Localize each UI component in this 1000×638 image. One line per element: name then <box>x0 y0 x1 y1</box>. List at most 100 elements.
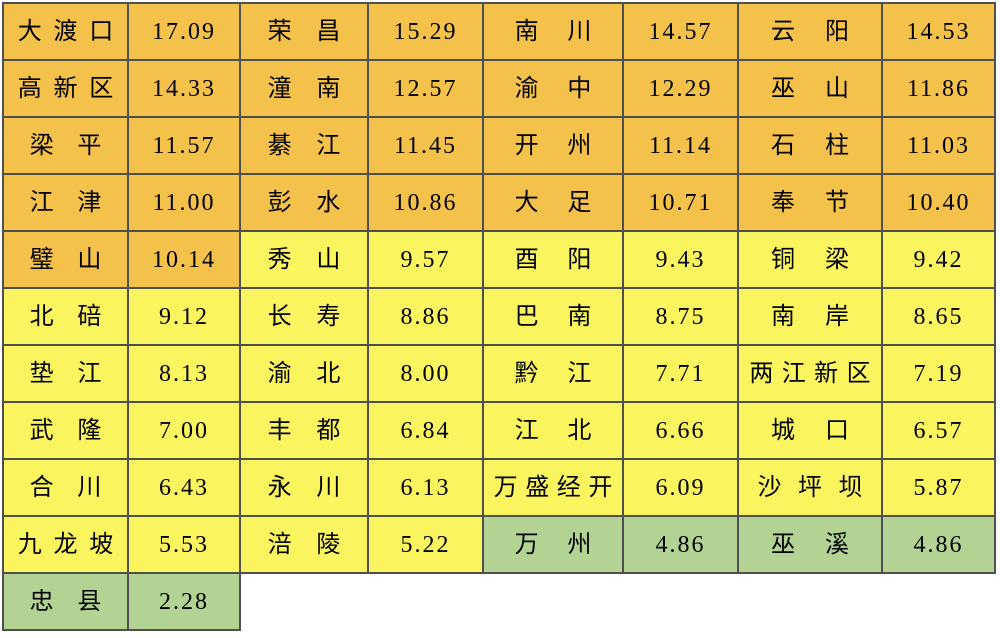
region-name-text: 江津 <box>29 189 102 216</box>
region-name-text: 万州 <box>514 531 592 558</box>
region-name-text: 大足 <box>514 189 592 216</box>
region-name-cell: 巫溪 <box>737 515 883 574</box>
region-name-cell: 秀山 <box>239 230 369 289</box>
table-row: 璧山 10.14 秀山 9.57 酉阳 9.43 铜梁 9.42 <box>2 230 996 289</box>
region-name-text: 璧山 <box>29 246 102 273</box>
region-name-text: 合川 <box>29 474 102 501</box>
region-name-cell: 荣昌 <box>239 2 369 61</box>
region-value-cell: 14.33 <box>127 59 241 118</box>
region-name-cell: 北碚 <box>2 287 129 346</box>
table-row: 梁平 11.57 綦江 11.45 开州 11.14 石柱 11.03 <box>2 116 996 175</box>
region-name-text: 沙坪坝 <box>757 474 863 501</box>
region-name-text: 江北 <box>514 417 592 444</box>
table-row: 高新区 14.33 潼南 12.57 渝中 12.29 巫山 11.86 <box>2 59 996 118</box>
region-name-cell: 南川 <box>482 2 624 61</box>
region-value-cell: 2.28 <box>127 572 241 631</box>
region-value-cell: 10.40 <box>881 173 996 232</box>
region-name-text: 两江新区 <box>749 360 871 387</box>
table-row: 垫江 8.13 渝北 8.00 黔江 7.71 两江新区 7.19 <box>2 344 996 403</box>
region-name-text: 梁平 <box>29 132 102 159</box>
region-name-cell: 黔江 <box>482 344 624 403</box>
region-name-text: 南川 <box>514 18 592 45</box>
region-value-cell: 9.57 <box>367 230 484 289</box>
region-value-cell: 4.86 <box>622 515 739 574</box>
region-value-cell: 10.86 <box>367 173 484 232</box>
region-name-cell: 渝中 <box>482 59 624 118</box>
region-value-cell: 9.12 <box>127 287 241 346</box>
region-name-cell: 璧山 <box>2 230 129 289</box>
region-value-cell: 11.57 <box>127 116 241 175</box>
region-name-text: 南岸 <box>771 303 849 330</box>
region-name-text: 长寿 <box>267 303 341 330</box>
table-row: 合川 6.43 永川 6.13 万盛经开 6.09 沙坪坝 5.87 <box>2 458 996 517</box>
region-name-text: 丰都 <box>267 417 341 444</box>
region-value-cell: 5.53 <box>127 515 241 574</box>
region-name-cell: 江北 <box>482 401 624 460</box>
region-value-cell: 10.14 <box>127 230 241 289</box>
region-name-cell: 万州 <box>482 515 624 574</box>
region-name-cell: 南岸 <box>737 287 883 346</box>
region-value-cell: 7.19 <box>881 344 996 403</box>
region-value-cell: 8.75 <box>622 287 739 346</box>
region-value-cell: 5.87 <box>881 458 996 517</box>
region-name-cell: 涪陵 <box>239 515 369 574</box>
region-value-cell: 6.66 <box>622 401 739 460</box>
region-name-text: 綦江 <box>267 132 341 159</box>
region-name-text: 忠县 <box>29 588 102 615</box>
region-name-text: 武隆 <box>29 417 102 444</box>
table-row: 九龙坡 5.53 涪陵 5.22 万州 4.86 巫溪 4.86 <box>2 515 996 574</box>
region-name-text: 大渡口 <box>17 18 114 45</box>
region-name-cell: 巫山 <box>737 59 883 118</box>
region-name-text: 云阳 <box>771 18 849 45</box>
region-name-cell: 两江新区 <box>737 344 883 403</box>
region-name-text: 开州 <box>514 132 592 159</box>
region-name-cell: 长寿 <box>239 287 369 346</box>
region-value-cell: 14.57 <box>622 2 739 61</box>
region-name-text: 垫江 <box>29 360 102 387</box>
region-value-cell: 6.43 <box>127 458 241 517</box>
region-value-cell: 11.45 <box>367 116 484 175</box>
region-value-cell: 12.57 <box>367 59 484 118</box>
region-name-cell: 潼南 <box>239 59 369 118</box>
region-name-cell: 忠县 <box>2 572 129 631</box>
region-name-text: 荣昌 <box>267 18 341 45</box>
region-name-cell: 綦江 <box>239 116 369 175</box>
region-name-text: 高新区 <box>17 75 114 102</box>
region-name-cell: 合川 <box>2 458 129 517</box>
region-value-cell: 17.09 <box>127 2 241 61</box>
region-name-cell: 永川 <box>239 458 369 517</box>
region-name-text: 涪陵 <box>267 531 341 558</box>
region-value-cell: 11.86 <box>881 59 996 118</box>
region-name-cell: 开州 <box>482 116 624 175</box>
region-name-text: 永川 <box>267 474 341 501</box>
table-row: 大渡口 17.09 荣昌 15.29 南川 14.57 云阳 14.53 <box>2 2 996 61</box>
region-name-cell: 石柱 <box>737 116 883 175</box>
region-name-cell: 垫江 <box>2 344 129 403</box>
table-row: 忠县 2.28 <box>2 572 995 631</box>
region-name-text: 万盛经开 <box>493 474 613 501</box>
region-value-cell: 11.03 <box>881 116 996 175</box>
region-value-cell: 14.53 <box>881 2 996 61</box>
region-name-text: 酉阳 <box>514 246 592 273</box>
region-name-text: 石柱 <box>771 132 849 159</box>
region-name-cell: 沙坪坝 <box>737 458 883 517</box>
region-value-cell: 11.00 <box>127 173 241 232</box>
table-row: 武隆 7.00 丰都 6.84 江北 6.66 城口 6.57 <box>2 401 996 460</box>
region-value-cell: 7.71 <box>622 344 739 403</box>
region-value-cell: 6.57 <box>881 401 996 460</box>
region-name-text: 潼南 <box>267 75 341 102</box>
region-name-text: 奉节 <box>771 189 849 216</box>
region-name-text: 秀山 <box>267 246 341 273</box>
region-value-cell: 8.86 <box>367 287 484 346</box>
region-name-text: 巫山 <box>771 75 849 102</box>
region-name-cell: 渝北 <box>239 344 369 403</box>
region-value-cell: 9.43 <box>622 230 739 289</box>
region-value-cell: 10.71 <box>622 173 739 232</box>
region-name-cell: 丰都 <box>239 401 369 460</box>
table-row: 北碚 9.12 长寿 8.86 巴南 8.75 南岸 8.65 <box>2 287 996 346</box>
region-name-cell: 铜梁 <box>737 230 883 289</box>
region-name-text: 渝中 <box>514 75 592 102</box>
region-name-cell: 大渡口 <box>2 2 129 61</box>
region-value-cell: 6.09 <box>622 458 739 517</box>
